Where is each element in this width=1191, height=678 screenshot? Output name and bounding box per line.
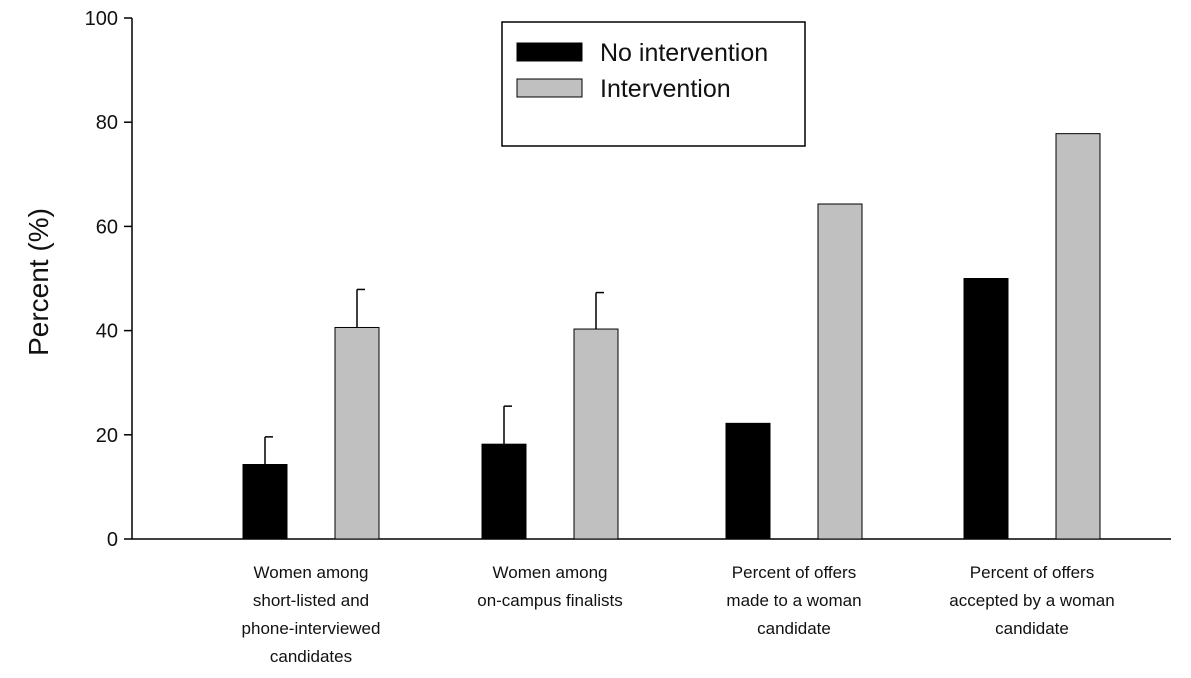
category-label-line: made to a woman [726, 591, 861, 610]
legend-label: Intervention [600, 75, 731, 103]
y-tick-label: 20 [96, 425, 118, 447]
legend: No intervention Intervention [501, 21, 806, 147]
bar-no-intervention [725, 422, 771, 540]
y-tick-label: 60 [96, 216, 118, 238]
category-label-line: phone-interviewed [242, 619, 381, 638]
y-tick-label: 80 [96, 112, 118, 134]
y-tick-label: 100 [85, 8, 118, 30]
y-tick-label: 40 [96, 321, 118, 343]
category-label: Percent of offers made to a woman candidat… [726, 563, 861, 638]
category-label-line: candidate [757, 619, 831, 638]
category-label-line: accepted by a woman [949, 591, 1114, 610]
bar-no-intervention [242, 463, 288, 540]
category-label: Women among on-campus finalists [477, 563, 623, 610]
bar-intervention [573, 328, 619, 540]
category-label-line: Women among [493, 563, 608, 582]
category-label-line: Percent of offers [970, 563, 1094, 582]
bar-no-intervention [963, 278, 1009, 540]
category-label-line: candidate [995, 619, 1069, 638]
bar-intervention [334, 326, 380, 540]
category-label: Percent of offers accepted by a woman cand… [949, 563, 1114, 638]
y-axis-label: Percent (%) [23, 208, 54, 356]
category-label-line: candidates [270, 647, 352, 666]
category-label-line: short-listed and [253, 591, 369, 610]
bar-intervention [817, 203, 863, 540]
legend-label: No intervention [600, 39, 768, 67]
category-label: Women among short-listed and phone-intervi… [242, 563, 381, 666]
category-label-line: on-campus finalists [477, 591, 623, 610]
legend-swatch [516, 42, 583, 62]
bar-intervention [1055, 133, 1101, 540]
y-tick-label: 0 [107, 529, 118, 551]
category-label-line: Women among [254, 563, 369, 582]
legend-swatch [516, 78, 583, 98]
category-label-line: Percent of offers [732, 563, 856, 582]
bar-no-intervention [481, 443, 527, 540]
